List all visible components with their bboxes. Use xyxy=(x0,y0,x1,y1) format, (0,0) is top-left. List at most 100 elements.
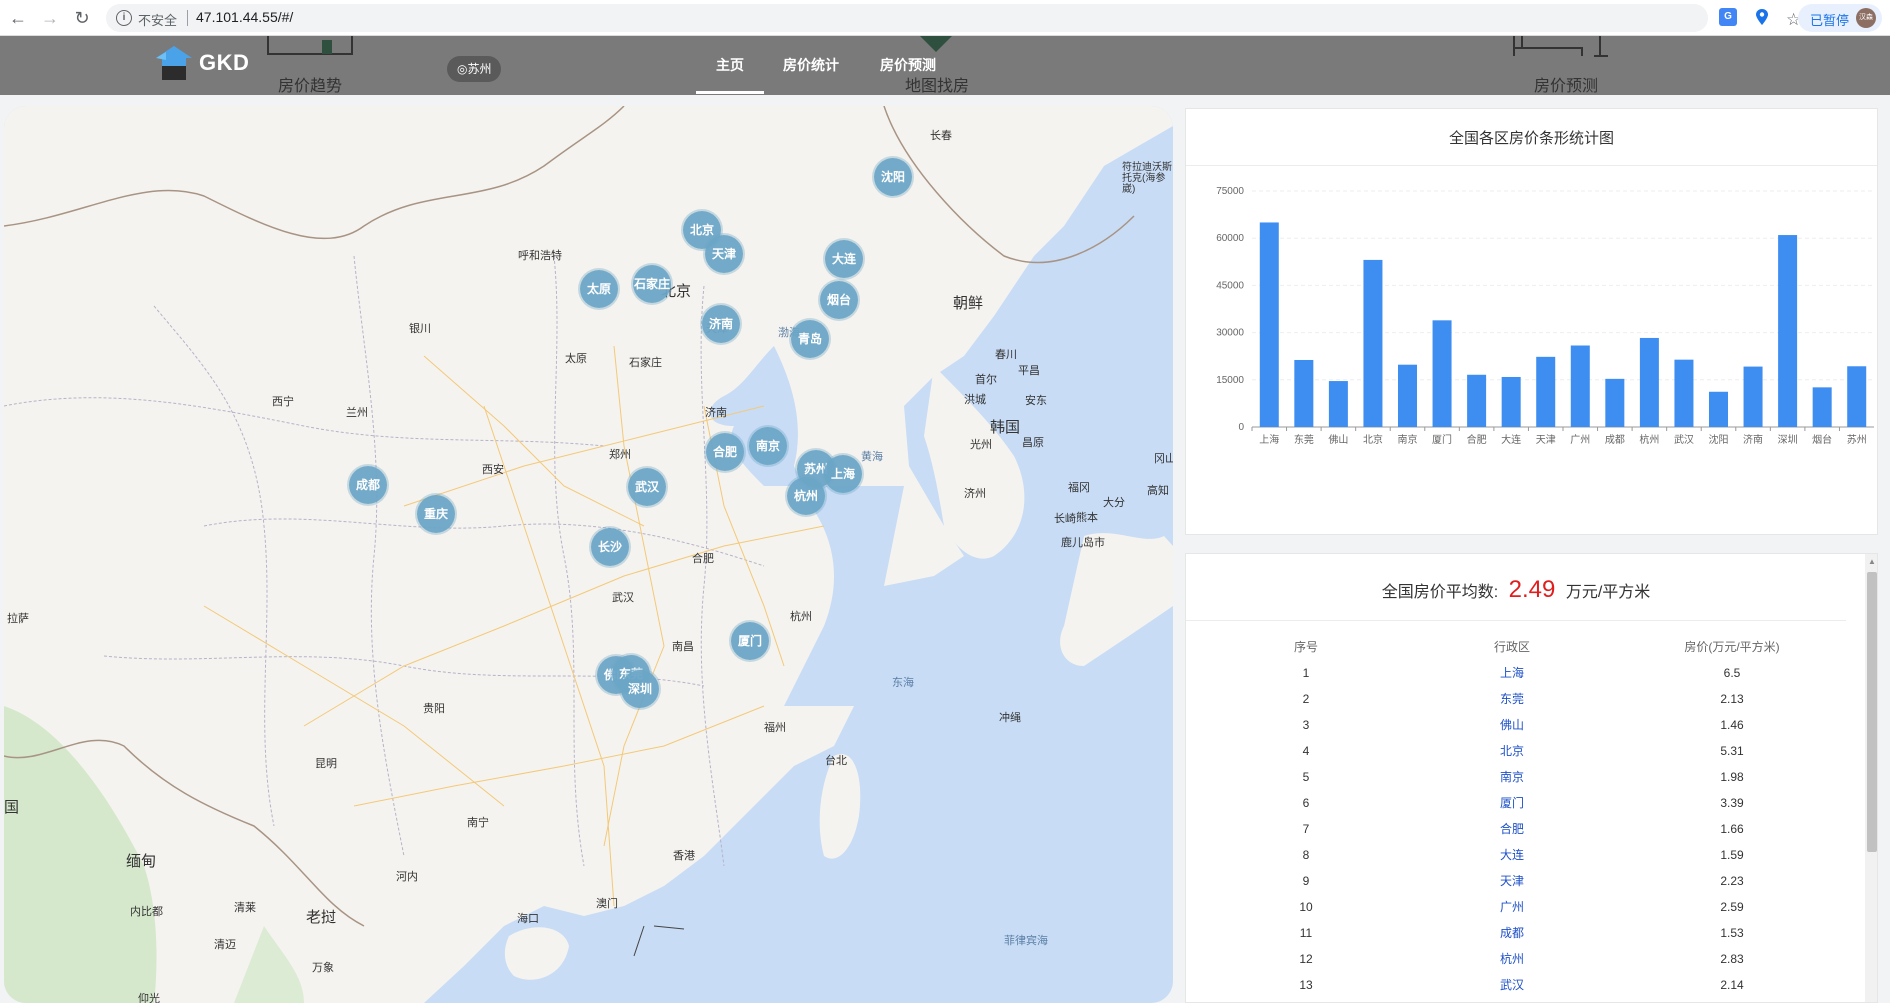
bg-link-price-trend[interactable]: 房价趋势 xyxy=(278,78,343,95)
info-icon[interactable]: i xyxy=(116,10,132,26)
scroll-thumb[interactable] xyxy=(1867,572,1877,852)
map-cluster-marker[interactable]: 大连 xyxy=(825,240,863,278)
bar[interactable] xyxy=(1778,235,1798,427)
map-label: 安东 xyxy=(1025,395,1047,407)
bar[interactable] xyxy=(1363,259,1383,427)
table-row: 13 武汉 2.14 xyxy=(1186,972,1846,998)
house-logo-icon[interactable] xyxy=(154,44,194,82)
row-district[interactable]: 天津 xyxy=(1499,874,1524,888)
china-map[interactable]: 长春 呼和浩特 北京 天津 银川 太原 石家庄 西宁 兰州 济南 西安 郑州 朝… xyxy=(4,106,1173,1003)
bar[interactable] xyxy=(1605,378,1625,427)
map-label: 高知 xyxy=(1147,485,1169,497)
logo-text[interactable]: GKD xyxy=(199,50,250,75)
bar[interactable] xyxy=(1432,320,1452,427)
table-row: 6 厦门 3.39 xyxy=(1186,790,1846,816)
price-table: 序号 行政区 房价(万元/平方米) 1 上海 6.5 2 东莞 2.13 3 佛山 1.46 4 北… xyxy=(1186,634,1846,998)
map-cluster-marker[interactable]: 北京 xyxy=(683,211,721,249)
bar[interactable] xyxy=(1259,222,1279,427)
map-background[interactable] xyxy=(4,106,1173,1003)
map-label: 光州 xyxy=(970,439,992,451)
row-index: 7 xyxy=(1302,822,1310,836)
bar[interactable] xyxy=(1294,359,1314,427)
average-price-summary: 全国房价平均数: 2.49 万元/平方米 xyxy=(1186,576,1846,604)
map-cluster-marker[interactable]: 长沙 xyxy=(591,528,629,566)
table-scrollbar[interactable]: ▲ xyxy=(1865,554,1877,1002)
row-district[interactable]: 上海 xyxy=(1499,666,1524,680)
bookmark-star-icon[interactable]: ☆ xyxy=(1786,10,1802,29)
y-tick-label: 45000 xyxy=(1216,280,1244,291)
bar[interactable] xyxy=(1847,366,1867,427)
bar-chart[interactable]: 0 15000 30000 45000 60000 75000 上海 东莞 佛山 北京 南京 厦门 合肥… xyxy=(1186,169,1879,535)
bg-link-price-forecast[interactable]: 房价预测 xyxy=(1534,78,1599,95)
map-marker-icon xyxy=(920,36,952,52)
city-selector[interactable]: ◎苏州 xyxy=(447,56,502,82)
map-cluster-marker[interactable]: 天津 xyxy=(705,235,743,273)
map-cluster-marker[interactable]: 南京 xyxy=(749,427,787,465)
table-row: 12 杭州 2.83 xyxy=(1186,946,1846,972)
row-district[interactable]: 佛山 xyxy=(1499,718,1524,732)
bar[interactable] xyxy=(1536,356,1556,427)
row-price: 1.66 xyxy=(1720,822,1744,836)
nav-price-statistics[interactable]: 房价统计 xyxy=(783,57,839,73)
bar[interactable] xyxy=(1639,337,1659,427)
bar[interactable] xyxy=(1674,359,1694,427)
forward-arrow-icon[interactable]: → xyxy=(41,8,59,28)
address-bar[interactable]: i 不安全 47.101.44.55/#/ ☆ xyxy=(106,4,1801,32)
map-label: 大分 xyxy=(1103,497,1125,509)
row-district[interactable]: 北京 xyxy=(1499,744,1524,758)
nav-price-forecast[interactable]: 房价预测 xyxy=(880,57,936,73)
row-district[interactable]: 杭州 xyxy=(1499,952,1524,966)
map-cluster-marker[interactable]: 青岛 xyxy=(791,320,829,358)
row-district[interactable]: 厦门 xyxy=(1499,796,1524,810)
map-cluster-marker[interactable]: 石家庄 xyxy=(633,265,671,303)
map-label: 菲律宾海 xyxy=(1004,935,1048,947)
map-label: 济南 xyxy=(705,407,727,419)
map-cluster-marker[interactable]: 烟台 xyxy=(820,281,858,319)
nav-home[interactable]: 主页 xyxy=(716,57,744,73)
row-district[interactable]: 广州 xyxy=(1499,900,1524,914)
map-label: 昌原 xyxy=(1022,437,1044,449)
map-label: 韩国 xyxy=(990,419,1021,436)
map-cluster-marker[interactable]: 成都 xyxy=(349,466,387,504)
row-district[interactable]: 大连 xyxy=(1499,848,1524,862)
map-cluster-marker[interactable]: 重庆 xyxy=(417,495,455,533)
map-cluster-marker[interactable]: 上海 xyxy=(824,455,862,493)
map-cluster-marker[interactable]: 沈阳 xyxy=(874,158,912,196)
row-index: 1 xyxy=(1302,666,1310,680)
bar[interactable] xyxy=(1467,374,1487,427)
reload-icon[interactable]: ↻ xyxy=(74,8,90,28)
back-arrow-icon[interactable]: ← xyxy=(9,8,27,28)
bar[interactable] xyxy=(1501,376,1521,427)
map-cluster-marker[interactable]: 太原 xyxy=(580,270,618,308)
map-cluster-marker[interactable]: 杭州 xyxy=(787,477,825,515)
bar[interactable] xyxy=(1328,381,1348,427)
bar[interactable] xyxy=(1397,364,1418,427)
bg-link-map-search[interactable]: 地图找房 xyxy=(905,78,970,95)
row-district[interactable]: 东莞 xyxy=(1499,692,1524,706)
row-district[interactable]: 合肥 xyxy=(1499,822,1524,836)
map-label: 长春 xyxy=(930,130,952,142)
scroll-up-arrow-icon[interactable]: ▲ xyxy=(1868,557,1876,566)
profile-paused-button[interactable]: 已暂停 汉森 xyxy=(1798,4,1882,32)
map-label: 兰州 xyxy=(346,407,368,419)
bar[interactable] xyxy=(1570,345,1590,427)
translate-extension-icon[interactable]: G xyxy=(1719,8,1737,26)
bar[interactable] xyxy=(1743,366,1763,427)
map-cluster-marker[interactable]: 武汉 xyxy=(628,468,666,506)
bar[interactable] xyxy=(1708,391,1729,427)
map-label: 平昌 xyxy=(1018,365,1040,377)
row-district[interactable]: 成都 xyxy=(1499,926,1524,940)
map-cluster-marker[interactable]: 济南 xyxy=(702,305,740,343)
x-tick-label: 广州 xyxy=(1570,434,1590,446)
nav-active-indicator xyxy=(696,91,764,94)
map-cluster-marker[interactable]: 合肥 xyxy=(706,433,744,471)
row-district[interactable]: 武汉 xyxy=(1499,978,1524,992)
map-label: 东海 xyxy=(892,677,914,689)
map-label: 石家庄 xyxy=(629,357,662,369)
location-extension-icon[interactable] xyxy=(1755,8,1769,26)
url-text[interactable]: 47.101.44.55/#/ xyxy=(196,9,294,25)
bar[interactable] xyxy=(1812,387,1832,427)
row-district[interactable]: 南京 xyxy=(1499,770,1524,784)
map-cluster-marker[interactable]: 厦门 xyxy=(731,622,769,660)
map-cluster-marker[interactable]: 深圳 xyxy=(621,670,659,708)
